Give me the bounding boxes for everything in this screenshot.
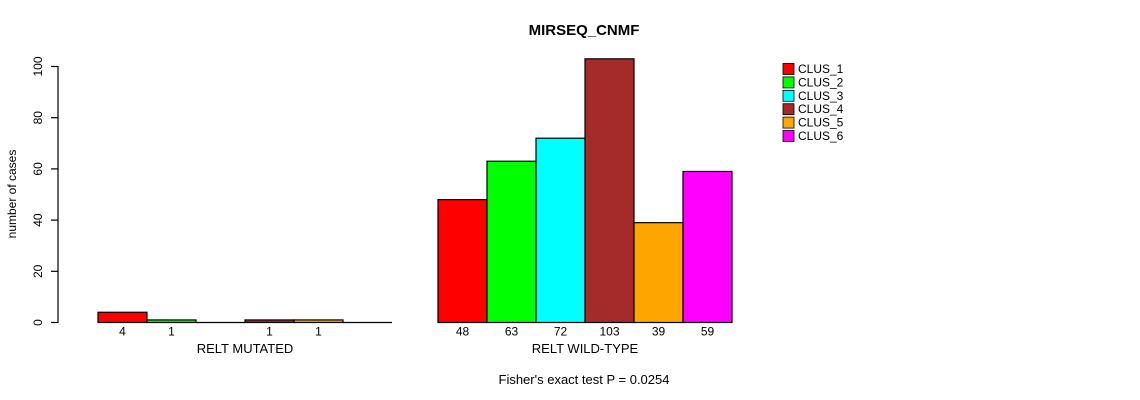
bar-clus_2-group1 — [146, 319, 197, 324]
bar-clus_4-group2 — [584, 58, 635, 324]
bar-clus_1-group2 — [437, 199, 488, 324]
legend-label: CLUS_3 — [798, 89, 844, 103]
legend-swatch — [782, 63, 795, 75]
bar-clus_1-group1 — [97, 311, 148, 324]
legend-item: CLUS_1 — [782, 62, 844, 76]
bar-clus_3-group2 — [535, 137, 586, 324]
chart-title: MIRSEQ_CNMF — [529, 22, 640, 39]
group-label-relt-wild-type: RELT WILD-TYPE — [532, 341, 639, 356]
legend-swatch — [782, 76, 795, 89]
group-label-relt-mutated: RELT MUTATED — [197, 341, 294, 356]
bar-value-label: 4 — [119, 325, 126, 339]
legend-swatch — [782, 89, 795, 102]
bar-value-label: 1 — [266, 325, 273, 339]
bar-clus_2-group2 — [486, 160, 537, 324]
legend-item: CLUS_6 — [782, 129, 844, 143]
bar-value-label: 1 — [315, 325, 322, 339]
legend-swatch — [782, 130, 795, 142]
legend-label: CLUS_5 — [798, 116, 844, 130]
y-tick-label: 40 — [31, 213, 45, 227]
bar-value-label: 39 — [652, 325, 666, 339]
bar-clus_6-group2 — [682, 170, 733, 324]
bar-value-label: 63 — [505, 325, 519, 339]
y-tick-label: 80 — [31, 111, 45, 125]
bar-clus_4-group1 — [244, 319, 295, 324]
y-axis: 0 20 40 60 80 100 — [31, 56, 59, 326]
legend-label: CLUS_2 — [798, 75, 844, 89]
legend-item: CLUS_4 — [782, 102, 844, 116]
legend-item: CLUS_5 — [782, 116, 844, 130]
y-tick-label: 0 — [31, 319, 45, 326]
bar-value-label: 59 — [701, 325, 715, 339]
y-axis-title: number of cases — [5, 150, 19, 239]
y-tick-label: 60 — [31, 162, 45, 176]
bar-value-label: 1 — [168, 325, 175, 339]
legend-label: CLUS_6 — [798, 129, 844, 143]
bar-clus_5-group2 — [633, 222, 684, 324]
bar-clus_5-group1 — [293, 319, 344, 324]
bar-value-label: 72 — [554, 325, 568, 339]
bar-value-label: 103 — [599, 325, 619, 339]
legend-label: CLUS_4 — [798, 102, 844, 116]
legend-label: CLUS_1 — [798, 62, 844, 76]
legend-swatch — [782, 103, 795, 116]
fisher-test-annotation: Fisher's exact test P = 0.0254 — [499, 372, 670, 387]
legend-item: CLUS_2 — [782, 75, 844, 89]
y-tick-label: 20 — [31, 264, 45, 278]
bars-layer: 4 1 1 1 48 63 72 103 39 59 — [97, 58, 733, 339]
legend-item: CLUS_3 — [782, 89, 844, 103]
legend-swatch — [782, 116, 795, 129]
y-tick-label: 100 — [31, 56, 45, 76]
bar-value-label: 48 — [456, 325, 470, 339]
